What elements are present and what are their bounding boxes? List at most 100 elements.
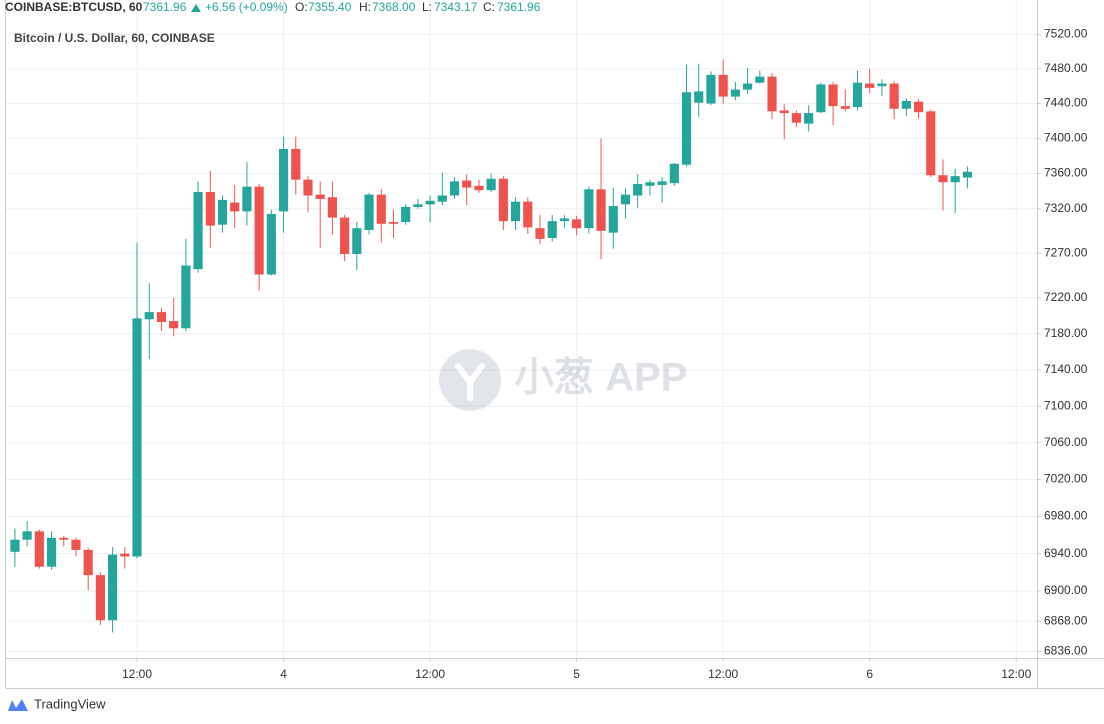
y-tick-label: 6868.00 (1044, 613, 1088, 627)
y-tick-label: 7440.00 (1044, 96, 1088, 110)
watermark-text: 小葱 APP (514, 356, 687, 400)
y-tick-label: 7100.00 (1044, 398, 1088, 412)
candle-body (596, 189, 606, 231)
candle-body (620, 194, 631, 205)
up-arrow (191, 4, 201, 12)
candle-body (22, 531, 32, 540)
candle-body (767, 76, 777, 112)
candle-body (706, 74, 716, 104)
y-tick-label: 7320.00 (1044, 201, 1088, 215)
candle-body (120, 553, 130, 557)
y-tick-label: 7480.00 (1044, 61, 1088, 75)
candle-body (657, 181, 667, 185)
candle-body (46, 537, 57, 567)
x-tick-label: 4 (280, 667, 287, 681)
candle-body (364, 194, 374, 230)
ohlc-value: 7355.40 (308, 0, 352, 14)
candles (10, 59, 972, 633)
ohlc-label: C: (483, 0, 495, 14)
candle-body (266, 214, 276, 275)
candle-body (278, 148, 289, 212)
candle-body (901, 100, 911, 109)
candle-body (71, 539, 81, 550)
y-tick-label: 6940.00 (1044, 546, 1088, 560)
y-tick-label: 7020.00 (1044, 472, 1088, 486)
y-tick-label: 7060.00 (1044, 435, 1088, 449)
candle-body (217, 199, 228, 225)
candle-body (681, 92, 692, 165)
candle-body (59, 537, 69, 540)
header: COINBASE:BTCUSD, 60 7361.96 +6.56 (+0.09… (5, 0, 541, 45)
candle-body (559, 218, 570, 222)
ohlc-value: 7361.96 (497, 0, 541, 14)
candle-body (95, 575, 105, 621)
candle-body (547, 221, 557, 238)
candle-body (352, 228, 362, 254)
ohlc-label: L: (422, 0, 432, 14)
candle-body (791, 113, 802, 123)
candle-body (645, 182, 655, 186)
candle-body (913, 101, 924, 113)
candle-body (425, 200, 435, 205)
candle-body (108, 554, 118, 621)
candle-body (376, 194, 386, 224)
y-tick-label: 6900.00 (1044, 583, 1088, 597)
candle-body (779, 110, 789, 114)
candle-body (840, 106, 850, 109)
candle-body (938, 175, 948, 183)
candle-body (401, 206, 411, 223)
candle-body (327, 197, 337, 218)
ohlc-label: O: (295, 0, 308, 14)
ohlc-label: H: (359, 0, 371, 14)
candle-body (865, 83, 875, 88)
candle-body (828, 84, 838, 107)
candle-body (572, 219, 582, 229)
y-tick-label: 7180.00 (1044, 326, 1088, 340)
candle-body (413, 204, 423, 207)
candle-body (584, 189, 594, 229)
candle-body (523, 201, 533, 228)
candle-body (437, 195, 447, 202)
candle-body (950, 176, 960, 183)
candle-body (962, 171, 972, 178)
last-price: 7361.96 (143, 0, 187, 14)
footer-logo (8, 699, 28, 711)
candle-body (816, 84, 826, 113)
candle-body (804, 113, 814, 124)
candle-body (132, 318, 142, 557)
candle-body (852, 82, 863, 108)
candle-body (694, 91, 704, 103)
x-tick-label: 12:00 (1001, 667, 1031, 681)
candle-body (144, 312, 154, 320)
footer-text: TradingView (34, 696, 106, 711)
y-tick-label: 6980.00 (1044, 509, 1088, 523)
candle-body (34, 531, 44, 567)
price-change: +6.56 (+0.09%) (205, 0, 288, 14)
candle-body (254, 186, 264, 275)
candle-body (340, 217, 350, 254)
grid (6, 0, 1037, 658)
candle-body (535, 228, 545, 239)
candle-body (608, 206, 618, 233)
candle-body (718, 74, 728, 97)
candle-body (193, 191, 203, 270)
candle-body (755, 76, 765, 83)
footer: TradingView (8, 696, 106, 711)
candle-body (315, 194, 325, 200)
candle-body (730, 89, 740, 97)
ohlc-value: 7343.17 (434, 0, 478, 14)
candle-body (83, 549, 93, 576)
candle-body (205, 191, 215, 226)
axes: 7520.00 7480.00 7440.00 7400.00 7360.00 7320.… (122, 26, 1088, 681)
watermark-icon (455, 363, 485, 401)
candle-body (486, 178, 496, 191)
candle-body (303, 179, 313, 196)
x-tick-label: 12:00 (708, 667, 738, 681)
candle-body (156, 312, 167, 322)
x-tick-label: 5 (573, 667, 580, 681)
candle-body (926, 111, 936, 176)
y-tick-label: 7520.00 (1044, 26, 1088, 40)
candle-body (474, 185, 484, 191)
